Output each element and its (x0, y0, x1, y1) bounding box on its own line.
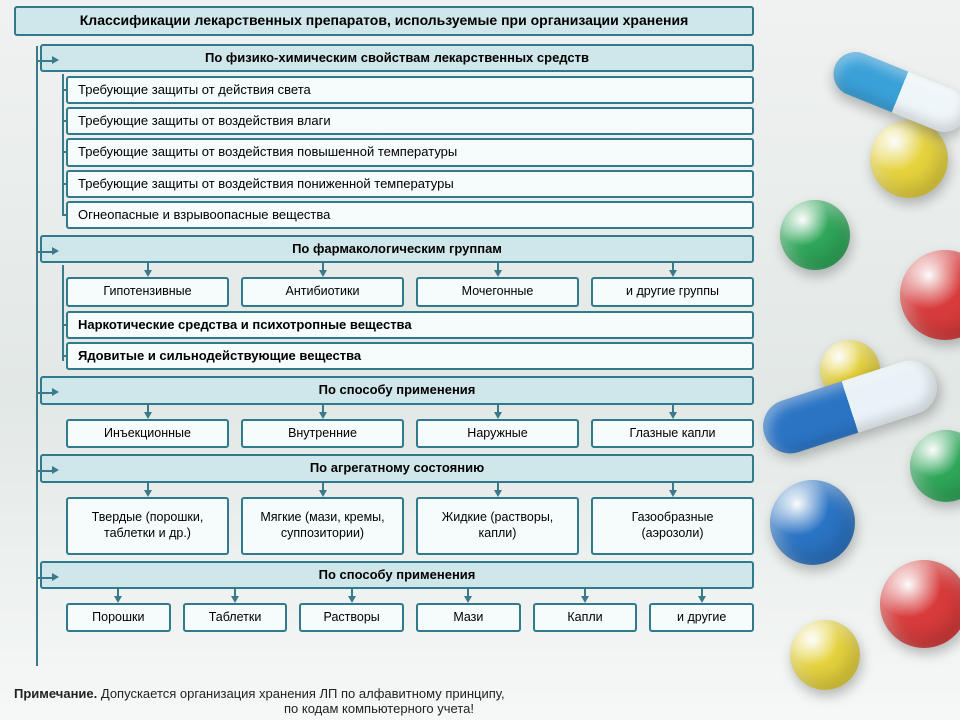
arrow-down-icon (494, 412, 502, 419)
arrow-icon (52, 466, 59, 474)
arrow-down-icon (231, 596, 239, 603)
sub-spine (62, 265, 64, 361)
item: Требующие защиты от воздействия пониженн… (66, 170, 754, 198)
decorative-pill (790, 620, 860, 690)
arrow-down-icon (464, 596, 472, 603)
leaf: Наружные (416, 419, 579, 449)
arrow-down-icon (494, 270, 502, 277)
leaf: Антибиотики (241, 277, 404, 307)
leaf: Глазные капли (591, 419, 754, 449)
arrow-icon (52, 573, 59, 581)
arrow-icon (52, 247, 59, 255)
leaf: Жидкие (растворы, капли) (416, 497, 579, 555)
leaf: Растворы (299, 603, 404, 633)
section-application-method-2: По способу применения Порошки Таблетки Р… (14, 561, 754, 633)
section-application-method-1: По способу применения Инъекционные Внутр… (14, 376, 754, 448)
connector (62, 324, 68, 326)
arrow-down-icon (698, 596, 706, 603)
item: Огнеопасные и взрывоопасные вещества (66, 201, 754, 229)
connector (62, 89, 68, 91)
classification-diagram: Классификации лекарственных препаратов, … (14, 6, 754, 636)
section-header: По физико-химическим свойствам лекарстве… (40, 44, 754, 72)
leaf: Мази (416, 603, 521, 633)
section-header: По способу применения (40, 561, 754, 589)
diagram-title: Классификации лекарственных препаратов, … (14, 6, 754, 36)
section-aggregate-state: По агрегатному состоянию Твердые (порошк… (14, 454, 754, 554)
arrow-down-icon (319, 490, 327, 497)
arrow-down-icon (319, 270, 327, 277)
arrow-icon (52, 388, 59, 396)
item: Требующие защиты от действия света (66, 76, 754, 104)
section-pharmacological: По фармакологическим группам Гипотензивн… (14, 235, 754, 370)
arrow-down-icon (144, 490, 152, 497)
arrow-down-icon (144, 412, 152, 419)
footnote-lead: Примечание. (14, 686, 97, 701)
arrow-down-icon (494, 490, 502, 497)
item: Наркотические средства и психотропные ве… (66, 311, 754, 339)
leaf: Внутренние (241, 419, 404, 449)
leaf: и другие (649, 603, 754, 633)
section-header: По способу применения (40, 376, 754, 404)
leaf: Газообразные (аэрозоли) (591, 497, 754, 555)
arrow-down-icon (348, 596, 356, 603)
arrow-down-icon (319, 412, 327, 419)
arrow-down-icon (144, 270, 152, 277)
arrow-icon (52, 56, 59, 64)
leaf: Порошки (66, 603, 171, 633)
footnote: Примечание. Допускается организация хран… (14, 686, 744, 716)
leaf: Инъекционные (66, 419, 229, 449)
leaf: Гипотензивные (66, 277, 229, 307)
arrow-down-icon (114, 596, 122, 603)
sub-spine (62, 74, 64, 214)
leaf: и другие группы (591, 277, 754, 307)
leaf: Капли (533, 603, 638, 633)
decorative-pill (780, 200, 850, 270)
arrow-down-icon (581, 596, 589, 603)
leaf: Таблетки (183, 603, 288, 633)
section-header: По агрегатному состоянию (40, 454, 754, 482)
decorative-pill (870, 120, 948, 198)
arrow-down-icon (669, 490, 677, 497)
section-header: По фармакологическим группам (40, 235, 754, 263)
connector (62, 120, 68, 122)
connector (62, 355, 68, 357)
connector (62, 214, 68, 216)
leaf: Мягкие (мази, кремы, суппозитории) (241, 497, 404, 555)
footnote-text: Допускается организация хранения ЛП по а… (97, 686, 504, 701)
leaf-row: Инъекционные Внутренние Наружные Глазные… (66, 419, 754, 449)
leaf-row: Твердые (порошки, таблетки и др.) Мягкие… (66, 497, 754, 555)
item: Требующие защиты от воздействия влаги (66, 107, 754, 135)
leaf: Твердые (порошки, таблетки и др.) (66, 497, 229, 555)
footnote-line2: по кодам компьютерного учета! (14, 701, 744, 716)
decorative-pill (880, 560, 960, 648)
item: Ядовитые и сильнодействующие вещества (66, 342, 754, 370)
leaf-row: Порошки Таблетки Растворы Мази Капли и д… (66, 603, 754, 633)
connector (62, 183, 68, 185)
arrow-down-icon (669, 412, 677, 419)
decorative-pill (770, 480, 855, 565)
section-physicochemical: По физико-химическим свойствам лекарстве… (14, 44, 754, 230)
leaf-row: Гипотензивные Антибиотики Мочегонные и д… (66, 277, 754, 307)
arrow-down-icon (669, 270, 677, 277)
leaf: Мочегонные (416, 277, 579, 307)
item: Требующие защиты от воздействия повышенн… (66, 138, 754, 166)
connector (62, 151, 68, 153)
